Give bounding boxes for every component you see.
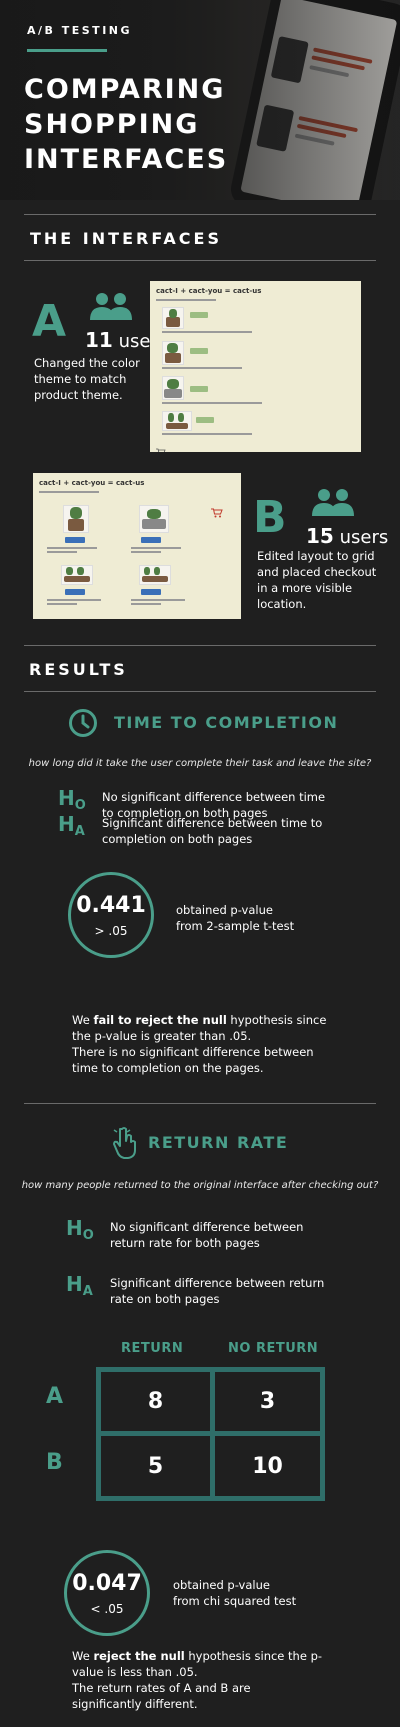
table-cell: 3 bbox=[210, 1367, 325, 1436]
section-title-results: RESULTS bbox=[29, 660, 128, 679]
p-value-circle: 0.441 > .05 bbox=[68, 872, 154, 958]
time-null-hypothesis: No significant difference between time t… bbox=[102, 790, 326, 820]
hero-banner bbox=[0, 0, 400, 200]
interface-b-letter: B bbox=[253, 492, 287, 543]
p-value-comparison: > .05 bbox=[94, 924, 128, 938]
p-value-note: obtained p-value from 2-sample t-test bbox=[176, 903, 295, 933]
table-cell: 5 bbox=[96, 1431, 215, 1501]
table-cell: 8 bbox=[96, 1367, 215, 1436]
eyebrow-label: A/B TESTING bbox=[27, 24, 133, 37]
interface-b-description: Edited layout to grid and placed checkou… bbox=[257, 549, 377, 611]
time-question: how long did it take the user complete t… bbox=[28, 758, 372, 769]
divider bbox=[24, 691, 376, 692]
h0-label: HO bbox=[58, 786, 86, 813]
section-title-interfaces: THE INTERFACES bbox=[30, 229, 222, 248]
cart-icon bbox=[211, 503, 223, 522]
time-to-completion-title: TIME TO COMPLETION bbox=[114, 713, 339, 732]
divider bbox=[24, 1103, 376, 1104]
time-alt-hypothesis: Significant difference between time to c… bbox=[102, 816, 323, 846]
return-conclusion: We reject the null hypothesis since the … bbox=[72, 1649, 323, 1711]
pointer-hand-icon bbox=[113, 1124, 139, 1164]
interface-a-screenshot: cact-I + cact-you = cact-us bbox=[150, 281, 361, 452]
clock-icon bbox=[68, 708, 98, 742]
interface-b-users: 15 users bbox=[306, 524, 389, 548]
interface-a-letter: A bbox=[32, 296, 67, 347]
h0-label: HO bbox=[66, 1216, 94, 1243]
interface-b-screenshot: cact-I + cact-you = cact-us bbox=[33, 473, 241, 619]
users-icon bbox=[88, 290, 134, 324]
p-value-circle: 0.047 < .05 bbox=[64, 1550, 150, 1636]
table-cell: 10 bbox=[210, 1431, 325, 1501]
ha-label: HA bbox=[66, 1272, 93, 1299]
ha-label: HA bbox=[58, 812, 85, 839]
page-title: COMPARING SHOPPING INTERFACES bbox=[24, 74, 229, 175]
divider bbox=[24, 645, 376, 646]
return-rate-title: RETURN RATE bbox=[148, 1133, 289, 1152]
p-value: 0.441 bbox=[76, 893, 146, 918]
p-value-comparison: < .05 bbox=[90, 1602, 124, 1616]
column-header-return: RETURN bbox=[121, 1341, 184, 1356]
interface-a-description: Changed the color theme to match product… bbox=[34, 356, 140, 402]
return-null-hypothesis: No significant difference between return… bbox=[110, 1220, 304, 1250]
return-question: how many people returned to the original… bbox=[21, 1180, 379, 1191]
users-icon bbox=[310, 486, 356, 520]
time-conclusion: We fail to reject the null hypothesis si… bbox=[72, 1013, 327, 1075]
divider bbox=[24, 260, 376, 261]
p-value: 0.047 bbox=[72, 1571, 142, 1596]
divider bbox=[24, 214, 376, 215]
return-alt-hypothesis: Significant difference between return ra… bbox=[110, 1276, 325, 1306]
p-value-note: obtained p-value from chi squared test bbox=[173, 1578, 297, 1608]
row-header-b: B bbox=[46, 1450, 63, 1475]
eyebrow-underline bbox=[27, 49, 107, 52]
row-header-a: A bbox=[46, 1384, 64, 1409]
contingency-table: 8 3 5 10 bbox=[96, 1367, 325, 1501]
column-header-no-return: NO RETURN bbox=[228, 1341, 319, 1356]
cart-icon bbox=[156, 441, 166, 452]
